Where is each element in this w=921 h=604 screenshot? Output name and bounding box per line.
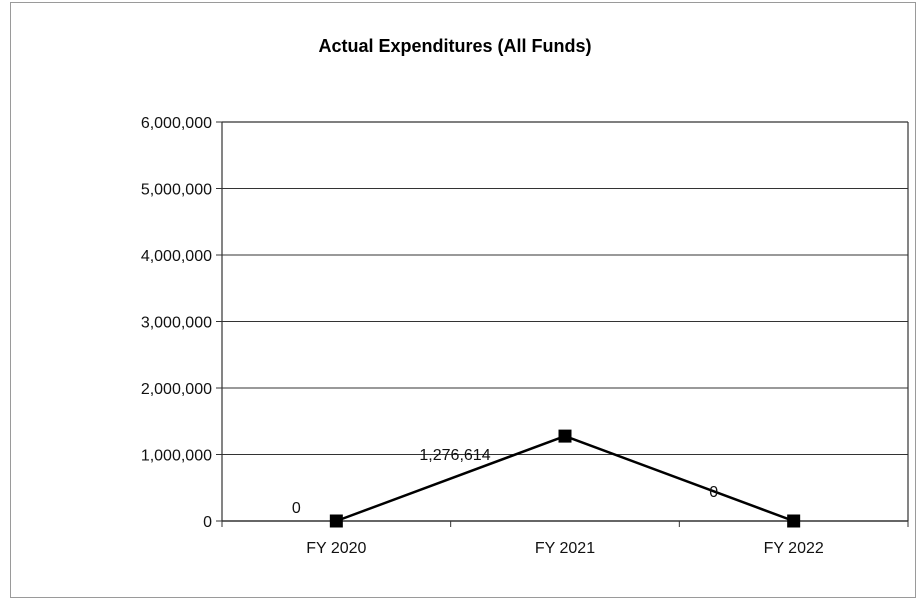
chart-title: Actual Expenditures (All Funds) [318,36,591,56]
data-label: 0 [292,500,301,517]
series-layer [329,429,801,528]
data-label: 1,276,614 [419,447,490,464]
data-point-marker [329,514,343,528]
gridlines [222,121,908,455]
y-tick-label: 2,000,000 [141,381,212,398]
y-tick-label: 1,000,000 [141,448,212,465]
x-tick-labels: FY 2020 FY 2021 FY 2022 [306,540,824,557]
series-line [335,434,795,523]
data-labels: 0 1,276,614 0 [292,447,718,517]
data-point-marker [787,514,801,528]
y-tick-label: 5,000,000 [141,182,212,199]
y-tick-label: 3,000,000 [141,315,212,332]
y-tick-label: 4,000,000 [141,248,212,265]
y-tick-labels: 0 1,000,000 2,000,000 3,000,000 4,000,000 5,0… [141,115,212,531]
axes [216,121,909,527]
data-point-marker [558,429,572,443]
y-tick-label: 0 [203,514,212,531]
y-tick-label: 6,000,000 [141,115,212,132]
data-label: 0 [709,484,718,501]
x-tick-label: FY 2022 [764,540,824,557]
chart-frame [10,2,916,598]
x-tick-label: FY 2021 [535,540,595,557]
x-tick-label: FY 2020 [306,540,366,557]
